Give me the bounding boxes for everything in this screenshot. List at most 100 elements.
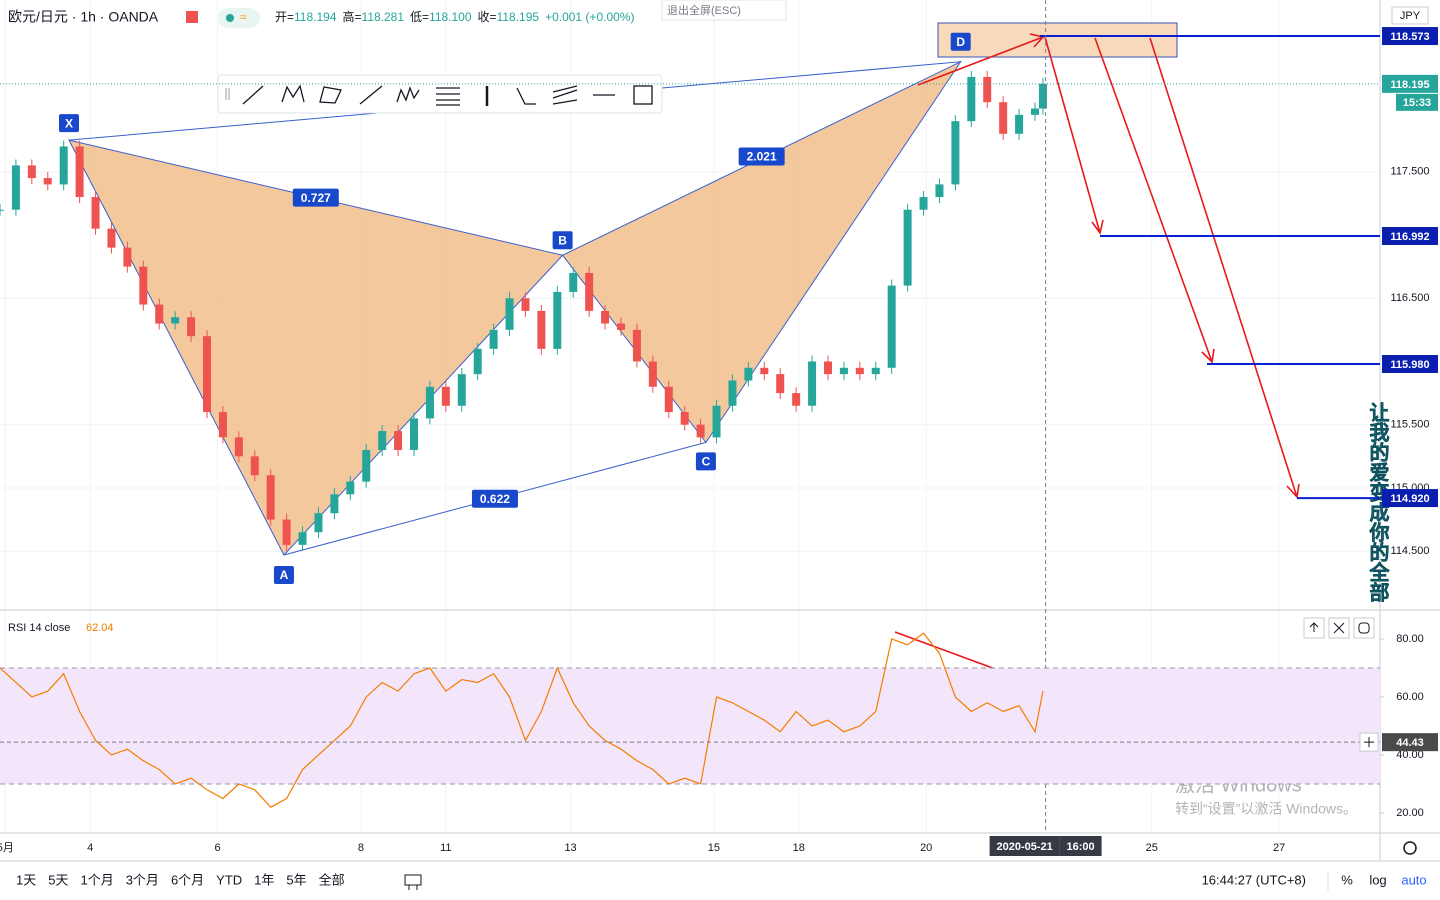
range-button[interactable]: 3个月	[126, 872, 159, 887]
target-label: 118.573	[1390, 31, 1429, 43]
flag-icon[interactable]	[186, 11, 198, 23]
candle	[585, 272, 594, 311]
ohlc-label: 收=	[478, 10, 497, 24]
icon	[1358, 622, 1370, 634]
tool-elliott[interactable]	[396, 86, 420, 103]
tool-fib[interactable]	[436, 87, 460, 106]
ohlc-value: 118.194	[294, 10, 337, 24]
scale-option[interactable]: auto	[1401, 872, 1426, 887]
crosshair-date-box	[989, 836, 1060, 856]
arrow	[1149, 37, 1300, 499]
candle	[250, 456, 259, 476]
icon	[1333, 622, 1345, 634]
candle	[394, 431, 403, 451]
x-tick-label: 8	[358, 842, 364, 854]
candle	[760, 367, 769, 375]
range-button[interactable]: 全部	[319, 872, 345, 887]
range-button[interactable]: 6个月	[171, 872, 204, 887]
x-tick-label: 4	[87, 842, 93, 854]
tool-shape[interactable]	[319, 86, 342, 104]
status-dot	[226, 14, 234, 22]
arrow	[1044, 36, 1104, 235]
clock[interactable]: 16:44:27 (UTC+8)	[1202, 872, 1306, 887]
candle	[1015, 114, 1024, 134]
candles	[0, 70, 1047, 551]
status-pill[interactable]	[218, 8, 260, 28]
pattern-point-label-box	[59, 114, 79, 133]
tool-ray[interactable]	[359, 85, 383, 105]
candle	[410, 418, 418, 451]
ohlc-value: 118.100	[429, 10, 472, 24]
target-box	[1382, 355, 1438, 374]
range-button[interactable]: 1年	[254, 872, 274, 887]
candle	[648, 361, 657, 387]
y-tick-label: 117.500	[1391, 166, 1430, 178]
target-box	[1382, 227, 1438, 246]
pattern-point-label: A	[280, 568, 289, 582]
pattern-point-label-box	[552, 231, 573, 250]
ohlc-label: 低=	[410, 10, 429, 24]
exit-fullscreen-label[interactable]: 退出全屏(ESC)	[667, 3, 741, 17]
rsi-band	[0, 667, 1380, 784]
pattern-point-label: D	[956, 35, 965, 49]
candle	[855, 367, 864, 375]
pane-controls	[1303, 617, 1375, 639]
candle	[75, 146, 84, 198]
tool-rect[interactable]	[633, 85, 653, 105]
candle	[266, 475, 275, 520]
countdown: 15:33	[1403, 97, 1431, 109]
crosshair-time-box	[1059, 836, 1102, 856]
settings-icon[interactable]	[1403, 841, 1417, 855]
x-tick-label: 5月	[0, 842, 14, 854]
y-tick-label: 20.00	[1396, 807, 1424, 819]
range-button[interactable]: 1个月	[80, 872, 113, 887]
range-button[interactable]: 5天	[48, 872, 68, 887]
range-button[interactable]: YTD	[216, 872, 242, 887]
candle	[314, 513, 323, 533]
pattern-point-label-box	[695, 452, 716, 471]
candle	[155, 304, 164, 324]
watermark-hint: 转到“设置”以激活 Windows。	[1175, 801, 1357, 817]
tool-fan[interactable]	[552, 85, 578, 105]
range-button[interactable]: 5年	[286, 872, 306, 887]
scale-option[interactable]: %	[1341, 872, 1353, 887]
currency-box[interactable]	[1391, 6, 1429, 25]
crosshair-date: 2020-05-21	[996, 841, 1052, 853]
candle	[792, 393, 801, 406]
drawing-toolbar	[217, 74, 663, 114]
candle	[728, 380, 737, 406]
candle	[935, 184, 944, 198]
tool-angle[interactable]	[516, 87, 536, 105]
candle	[234, 437, 243, 457]
goto-date-icon[interactable]	[404, 874, 422, 890]
y-tick-label: 116.500	[1391, 292, 1430, 304]
candle	[0, 209, 4, 211]
pane-maximize[interactable]	[1353, 617, 1375, 639]
x-tick-label: 13	[564, 842, 576, 854]
toolbar-handle[interactable]	[225, 88, 230, 100]
tool-xabcd[interactable]	[281, 84, 305, 103]
candle	[425, 386, 434, 419]
crosshair-value: 44.43	[1396, 737, 1424, 749]
candle	[171, 317, 180, 324]
pattern-ratio-box	[738, 147, 785, 166]
candle	[187, 317, 196, 337]
target-zone	[937, 22, 1178, 58]
x-tick-label: 18	[793, 842, 805, 854]
target-box	[1382, 27, 1438, 46]
scale-option[interactable]: log	[1369, 872, 1386, 887]
icon	[1364, 737, 1374, 748]
candle	[808, 361, 817, 406]
candle	[632, 329, 641, 362]
symbol: 欧元/日元 · 1h · OANDA	[8, 9, 159, 25]
candle	[553, 291, 562, 349]
exit-fullscreen[interactable]	[661, 0, 787, 21]
range-button[interactable]: 1天	[16, 872, 36, 887]
icon	[1309, 622, 1319, 632]
candle	[664, 386, 673, 413]
tool-trendline[interactable]	[242, 85, 264, 105]
bottom-bar: 1天 5天 1个月 3个月 6个月 YTD 1年 5年 全部 16:44:27 (UTC+8)% l…	[16, 872, 1427, 887]
candle	[441, 386, 450, 406]
